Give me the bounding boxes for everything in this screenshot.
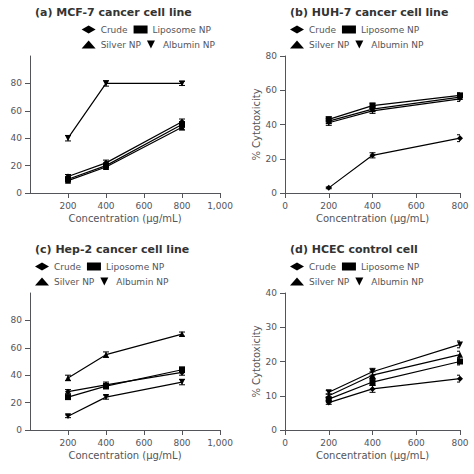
svg-text:Concentration (μg/mL): Concentration (μg/mL) [68, 450, 181, 461]
svg-text:(c) Hep-2 cancer cell line: (c) Hep-2 cancer cell line [35, 243, 189, 256]
svg-text:0: 0 [271, 425, 277, 435]
svg-text:(d) HCEC control cell: (d) HCEC control cell [290, 243, 418, 256]
svg-text:Crude: Crude [54, 262, 81, 272]
svg-text:Concentration (μg/mL): Concentration (μg/mL) [68, 213, 181, 224]
svg-text:% Cytotoxicity: % Cytotoxicity [251, 88, 262, 160]
svg-text:80: 80 [266, 51, 278, 61]
svg-text:Liposome NP: Liposome NP [106, 262, 165, 272]
svg-text:Silver NP: Silver NP [309, 40, 350, 50]
svg-text:(a) MCF-7 cancer cell line: (a) MCF-7 cancer cell line [35, 6, 192, 19]
svg-text:40: 40 [266, 120, 278, 130]
svg-text:800: 800 [451, 201, 468, 211]
svg-text:Crude: Crude [309, 25, 336, 35]
svg-text:40: 40 [11, 370, 23, 380]
svg-text:60: 60 [11, 106, 23, 116]
svg-text:20: 20 [11, 161, 23, 171]
svg-text:60: 60 [266, 85, 278, 95]
svg-text:Crude: Crude [309, 262, 336, 272]
svg-text:% Cytotoxicity: % Cytotoxicity [251, 325, 262, 397]
svg-text:600: 600 [135, 201, 152, 211]
svg-text:Albumin NP: Albumin NP [163, 40, 216, 50]
svg-text:0: 0 [271, 188, 277, 198]
svg-text:Albumin NP: Albumin NP [371, 40, 424, 50]
svg-text:Liposome NP: Liposome NP [361, 262, 420, 272]
svg-text:Albumin NP: Albumin NP [371, 277, 424, 287]
svg-text:0: 0 [282, 201, 288, 211]
svg-text:200: 200 [320, 201, 337, 211]
svg-text:0: 0 [282, 438, 288, 448]
svg-text:1,000: 1,000 [207, 438, 233, 448]
svg-text:(b) HUH-7 cancer cell line: (b) HUH-7 cancer cell line [290, 6, 448, 19]
svg-text:800: 800 [451, 438, 468, 448]
svg-text:Liposome NP: Liposome NP [153, 25, 212, 35]
svg-text:800: 800 [173, 438, 190, 448]
svg-text:30: 30 [266, 322, 278, 332]
svg-text:400: 400 [364, 201, 381, 211]
svg-text:Crude: Crude [101, 25, 128, 35]
svg-text:0: 0 [16, 425, 22, 435]
svg-text:600: 600 [408, 201, 425, 211]
svg-text:800: 800 [173, 201, 190, 211]
svg-text:80: 80 [11, 78, 23, 88]
svg-text:1,000: 1,000 [207, 201, 233, 211]
svg-text:40: 40 [266, 288, 278, 298]
svg-text:Concentration (μg/mL): Concentration (μg/mL) [316, 213, 429, 224]
svg-text:400: 400 [97, 438, 114, 448]
svg-text:20: 20 [266, 357, 278, 367]
svg-text:20: 20 [11, 398, 23, 408]
svg-text:600: 600 [408, 438, 425, 448]
svg-text:Albumin NP: Albumin NP [116, 277, 169, 287]
svg-text:60: 60 [11, 343, 23, 353]
svg-text:Silver NP: Silver NP [54, 277, 95, 287]
svg-text:Liposome NP: Liposome NP [361, 25, 420, 35]
svg-text:0: 0 [16, 188, 22, 198]
svg-text:Silver NP: Silver NP [309, 277, 350, 287]
svg-text:Concentration (μg/mL): Concentration (μg/mL) [316, 450, 429, 461]
svg-text:200: 200 [59, 438, 76, 448]
svg-text:20: 20 [266, 154, 278, 164]
svg-text:400: 400 [97, 201, 114, 211]
svg-text:600: 600 [135, 438, 152, 448]
svg-text:Silver NP: Silver NP [101, 40, 142, 50]
svg-text:400: 400 [364, 438, 381, 448]
svg-text:200: 200 [59, 201, 76, 211]
svg-text:80: 80 [11, 315, 23, 325]
svg-text:10: 10 [266, 391, 278, 401]
svg-text:40: 40 [11, 133, 23, 143]
svg-text:200: 200 [320, 438, 337, 448]
